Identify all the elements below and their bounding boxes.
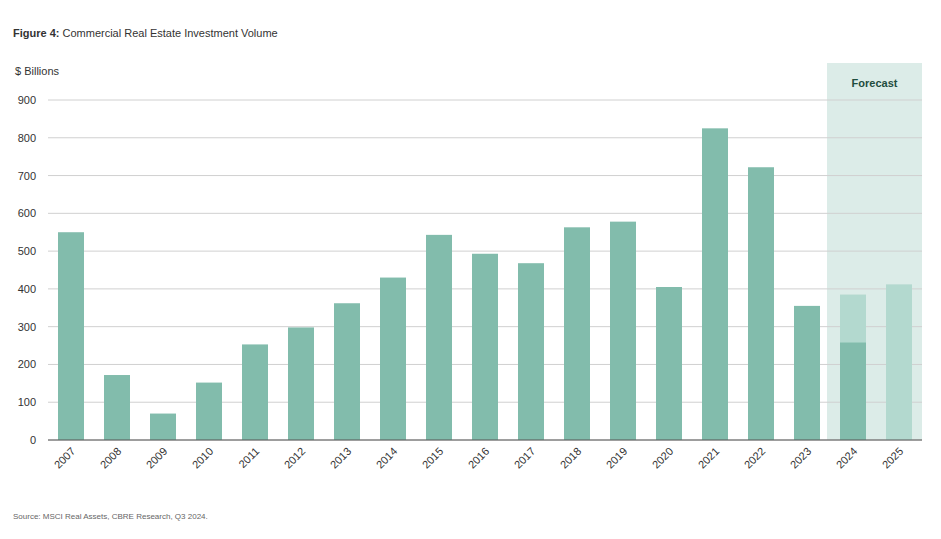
bar	[242, 344, 268, 440]
bar	[518, 263, 544, 440]
x-axis	[48, 440, 922, 441]
x-tick-label: 2020	[650, 445, 676, 471]
bar	[702, 128, 728, 440]
x-tick-label: 2025	[880, 445, 906, 471]
bar	[334, 303, 360, 440]
bar	[886, 284, 912, 440]
y-tick-label: 200	[18, 358, 36, 370]
bar	[150, 414, 176, 440]
grid-line	[48, 440, 922, 441]
grid-line	[48, 213, 922, 214]
bar	[380, 278, 406, 440]
y-tick-label: 700	[18, 170, 36, 182]
bar	[656, 287, 682, 440]
annotation: Forecast	[852, 77, 898, 89]
bar	[472, 254, 498, 440]
y-tick-label: 400	[18, 283, 36, 295]
bar	[104, 375, 130, 440]
bar	[794, 306, 820, 440]
grid-line	[48, 137, 922, 138]
x-tick-label: 2014	[374, 445, 400, 471]
x-tick-label: 2015	[420, 445, 446, 471]
x-tick-label: 2016	[466, 445, 492, 471]
bar	[748, 167, 774, 440]
x-tick-label: 2022	[742, 445, 768, 471]
grid-line	[48, 175, 922, 176]
x-tick-label: 2019	[604, 445, 630, 471]
x-tick-label: 2012	[282, 445, 308, 471]
x-tick-label: 2013	[328, 445, 354, 471]
y-tick-label: 600	[18, 207, 36, 219]
chart: Figure 4: Commercial Real Estate Investm…	[0, 0, 941, 539]
x-tick-label: 2024	[834, 445, 860, 471]
x-tick-label: 2011	[236, 445, 261, 470]
y-tick-label: 300	[18, 321, 36, 333]
y-tick-label: 900	[18, 94, 36, 106]
title-rest: Commercial Real Estate Investment Volume	[59, 27, 277, 39]
title: Figure 4: Commercial Real Estate Investm…	[13, 27, 278, 39]
bar	[610, 222, 636, 440]
title-bold: Figure 4:	[13, 27, 59, 39]
bars	[58, 128, 912, 440]
bar	[288, 327, 314, 440]
x-tick-label: 2009	[144, 445, 170, 471]
y-label: $ Billions	[15, 65, 60, 77]
x-tick-label: 2010	[190, 445, 216, 471]
bar	[196, 383, 222, 440]
x-tick-label: 2008	[98, 445, 124, 471]
grid-line	[48, 100, 922, 101]
x-tick-label: 2007	[52, 445, 78, 471]
bar	[840, 343, 866, 440]
y-tick-label: 0	[30, 434, 36, 446]
x-tick-label: 2023	[788, 445, 814, 471]
y-tick-label: 100	[18, 396, 36, 408]
bar	[840, 295, 866, 440]
source: Source: MSCI Real Assets, CBRE Research,…	[13, 512, 208, 521]
x-tick-label: 2017	[512, 445, 538, 471]
bar	[564, 227, 590, 440]
x-tick-label: 2021	[696, 445, 722, 471]
y-tick-label: 500	[18, 245, 36, 257]
x-tick-label: 2018	[558, 445, 584, 471]
bar	[58, 232, 84, 440]
y-tick-label: 800	[18, 132, 36, 144]
bar	[426, 235, 452, 440]
grid-line	[48, 251, 922, 252]
